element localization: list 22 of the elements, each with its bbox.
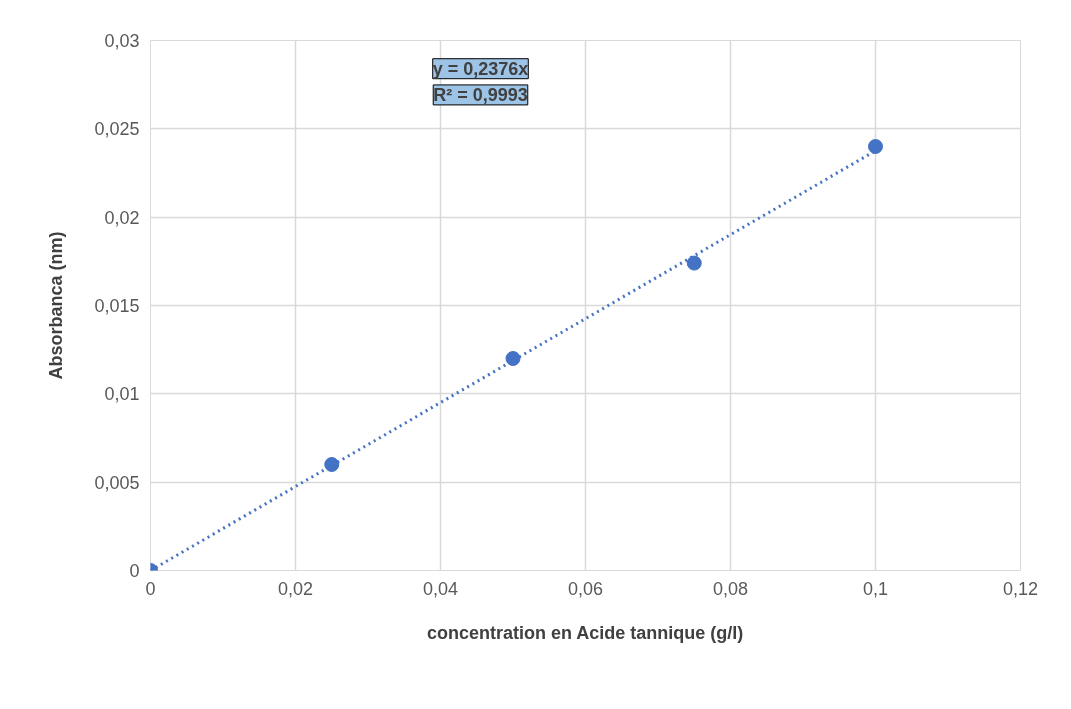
x-tick-label: 0,02 [277,578,314,599]
point [324,457,340,472]
annotation: R² = 0,9993 [433,84,528,105]
point [868,139,883,154]
y-tick-label: 0,02 [104,207,140,228]
annotation: y = 0,2376x [432,58,529,79]
y-tick-label: 0,01 [104,384,140,405]
point [505,351,521,366]
y-tick-label: 0 [129,561,140,581]
y-tick-label: 0,015 [94,296,140,316]
y-tick-label: 0,025 [94,119,140,140]
y-tick-label: 0,005 [94,472,140,493]
x-tick-label: 0,06 [567,578,604,599]
y-tick-label: 0,03 [104,31,140,51]
x-tick-label: 0,08 [712,578,749,599]
x-tick-label: 0,12 [1002,578,1039,599]
y-axis-title: Absorbanca (nm) [46,231,67,380]
x-axis-title: concentration en Acide tannique (g/l) [426,622,744,643]
point [686,255,702,271]
x-tick-label: 0,1 [862,578,889,599]
x-tick-label: 0,04 [422,578,459,599]
x-tick-label: 0 [145,578,156,599]
